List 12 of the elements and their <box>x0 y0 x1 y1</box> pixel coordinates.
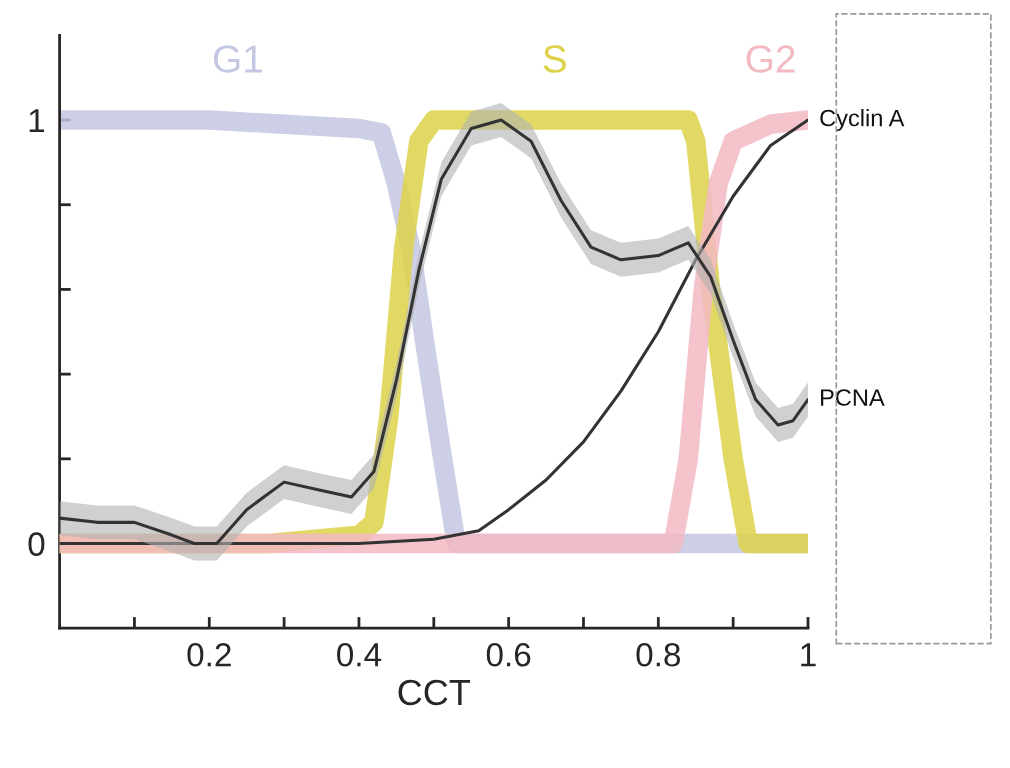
x-tick-label: 0.4 <box>337 642 382 667</box>
x-tick-label: 1 <box>801 643 816 667</box>
x-tick-label: 0.2 <box>187 642 231 667</box>
series-label: PCNA <box>821 389 885 406</box>
x-tick-label: 0.8 <box>636 642 681 667</box>
series-label: S <box>543 45 566 73</box>
series-label: G2 <box>746 45 795 73</box>
series-label: Cyclin A <box>820 109 905 132</box>
x-tick-label: 0.6 <box>486 642 531 667</box>
series-label: G1 <box>213 45 262 73</box>
y-tick-label: 0 <box>28 532 45 556</box>
x-axis-title: CCT <box>398 679 471 706</box>
